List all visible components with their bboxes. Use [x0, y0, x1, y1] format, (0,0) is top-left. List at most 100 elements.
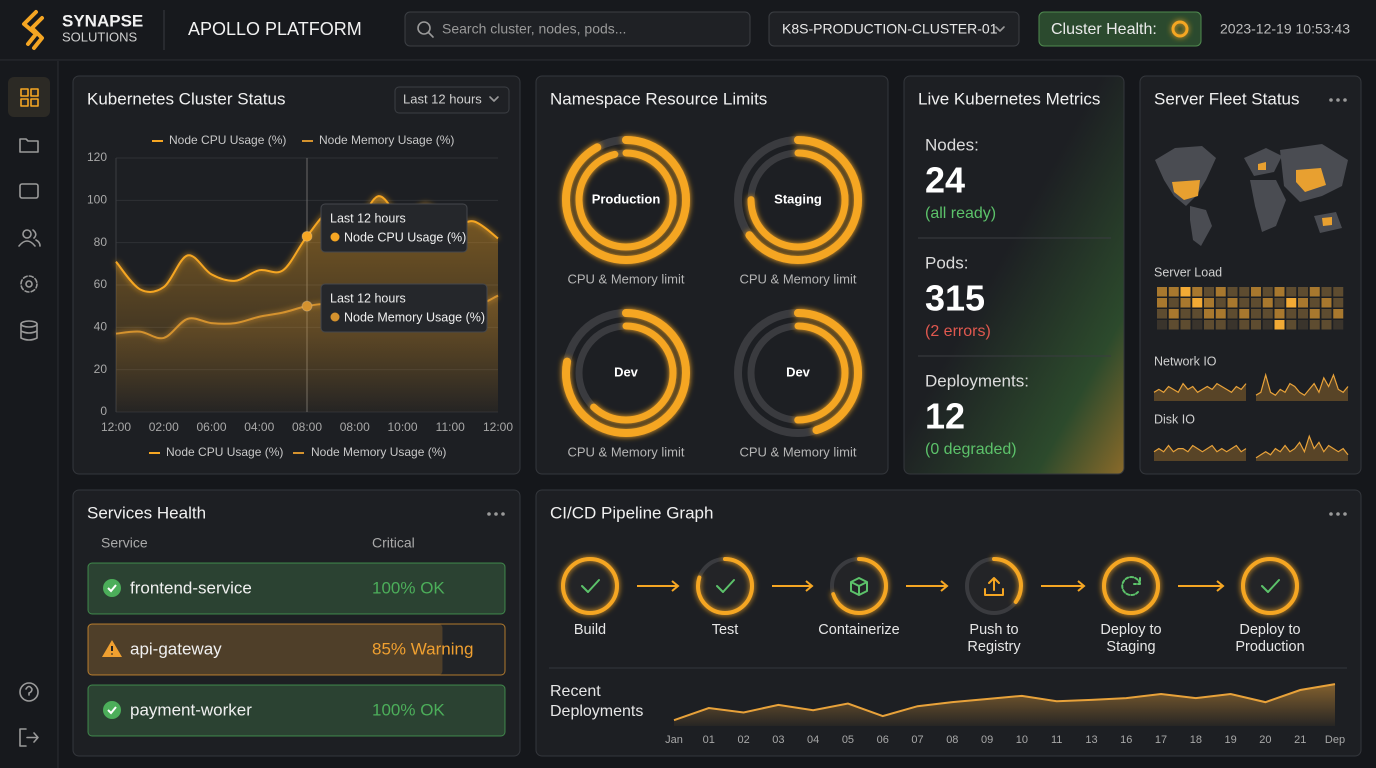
status-icon: [107, 584, 117, 593]
stage-icon: [1261, 579, 1280, 593]
stage-icon: [716, 579, 735, 593]
health-button[interactable]: [1038, 11, 1202, 47]
search-icon: [417, 21, 431, 35]
range-label: Last 12 hours: [403, 91, 482, 106]
memory-ring: [575, 322, 677, 424]
stage-label: Deploy to: [1100, 622, 1161, 638]
nav-settings[interactable]: [20, 275, 38, 293]
tooltip-label: Node Memory Usage (%): [344, 310, 485, 324]
heat-cell: [1262, 320, 1273, 330]
stage-label: Push to: [969, 622, 1018, 638]
tooltip: [320, 283, 488, 333]
stage-progress: [1241, 557, 1299, 615]
spark-line: [1153, 444, 1247, 453]
row-bg: [87, 684, 506, 737]
heat-cell: [1215, 309, 1226, 319]
heat-cell: [1274, 287, 1285, 297]
stage-progress: [965, 557, 1023, 615]
chevron: [995, 26, 1005, 32]
heat-cell: [1227, 320, 1238, 330]
cpu-ring: [562, 309, 690, 437]
heat-cell: [1227, 309, 1238, 319]
nav-database[interactable]: [20, 320, 38, 341]
nav-active[interactable]: [8, 77, 50, 117]
cluster-name: K8S-PRODUCTION-CLUSTER-01: [782, 21, 998, 37]
metric-value: 24: [925, 160, 965, 201]
spark-line: [1153, 382, 1247, 394]
x-tick-label: 06:00: [196, 420, 226, 434]
stage-progress: [830, 557, 888, 615]
heat-cell: [1298, 309, 1308, 319]
x-tick-label: 02: [737, 734, 749, 746]
search-box[interactable]: [404, 11, 751, 47]
logo: [22, 10, 44, 50]
x-tick-label: 04: [807, 734, 819, 746]
cluster-dropdown[interactable]: [768, 11, 1020, 47]
nav-wallet[interactable]: [19, 183, 39, 199]
x-tick-label: 03: [772, 734, 784, 746]
heat-cell: [1274, 320, 1285, 330]
menu-dots[interactable]: [1329, 98, 1347, 102]
heat-cell: [1286, 298, 1297, 308]
heat-cell: [1168, 298, 1179, 308]
search-placeholder: Search cluster, nodes, pods...: [442, 21, 626, 37]
memory-ring: [747, 322, 849, 424]
range-dropdown[interactable]: [394, 86, 510, 114]
x-tick-label: 08: [946, 734, 958, 746]
status-icon: [103, 579, 121, 597]
cpu-ring: [734, 309, 862, 437]
heat-cell: [1227, 298, 1238, 308]
nav-help[interactable]: [19, 682, 39, 702]
cpu-ring: [734, 136, 862, 264]
x-tick-label: 20: [1259, 734, 1271, 746]
heat-cell: [1192, 287, 1203, 297]
section-label: Network IO: [1154, 354, 1217, 368]
stage-label: Build: [574, 622, 606, 638]
heat-cell: [1204, 298, 1214, 308]
hover-point: [301, 230, 313, 242]
heat-cell: [1333, 320, 1344, 330]
heat-cell: [1192, 309, 1203, 319]
heat-cell: [1298, 298, 1308, 308]
heat-cell: [1309, 320, 1320, 330]
spark-line: [1255, 434, 1349, 459]
tooltip-swatch: [330, 232, 340, 242]
x-tick-label: 02:00: [149, 420, 179, 434]
y-tick-label: 80: [94, 235, 108, 249]
panel-title: Server Fleet Status: [1154, 89, 1300, 108]
row-bg: [87, 623, 506, 676]
heat-cell: [1333, 298, 1344, 308]
heat-cell: [1239, 309, 1250, 319]
heat-cell: [1204, 320, 1214, 330]
heat-cell: [1251, 309, 1261, 319]
menu-dots[interactable]: [1329, 512, 1347, 516]
stage-icon: [1121, 576, 1141, 597]
brand: SYNAPSE: [62, 11, 143, 30]
nav-folder[interactable]: [19, 138, 39, 153]
stage-bg: [1241, 557, 1299, 615]
service-name: api-gateway: [130, 639, 222, 658]
heat-cell: [1204, 287, 1214, 297]
menu-dots[interactable]: [487, 512, 505, 516]
stage-arrow: [637, 580, 680, 592]
x-tick-label: 08:00: [340, 420, 370, 434]
x-tick-label: 12:00: [483, 420, 513, 434]
heat-cell: [1192, 320, 1203, 330]
stage-icon: [984, 577, 1004, 596]
nav-dashboard[interactable]: [20, 88, 39, 107]
nav-logout[interactable]: [19, 728, 39, 747]
x-tick-label: 18: [1190, 734, 1202, 746]
heat-cell: [1251, 298, 1261, 308]
stage-bg: [696, 557, 754, 615]
brand-sub: SOLUTIONS: [62, 29, 137, 44]
x-tick-label: 06: [877, 734, 889, 746]
heat-cell: [1215, 298, 1226, 308]
x-tick-label: 12:00: [101, 420, 131, 434]
nav-users[interactable]: [18, 229, 41, 247]
status-icon: [103, 701, 121, 719]
metric-note: (2 errors): [925, 323, 991, 340]
memory-ring: [747, 149, 849, 251]
metric-note: (0 degraded): [925, 441, 1017, 458]
